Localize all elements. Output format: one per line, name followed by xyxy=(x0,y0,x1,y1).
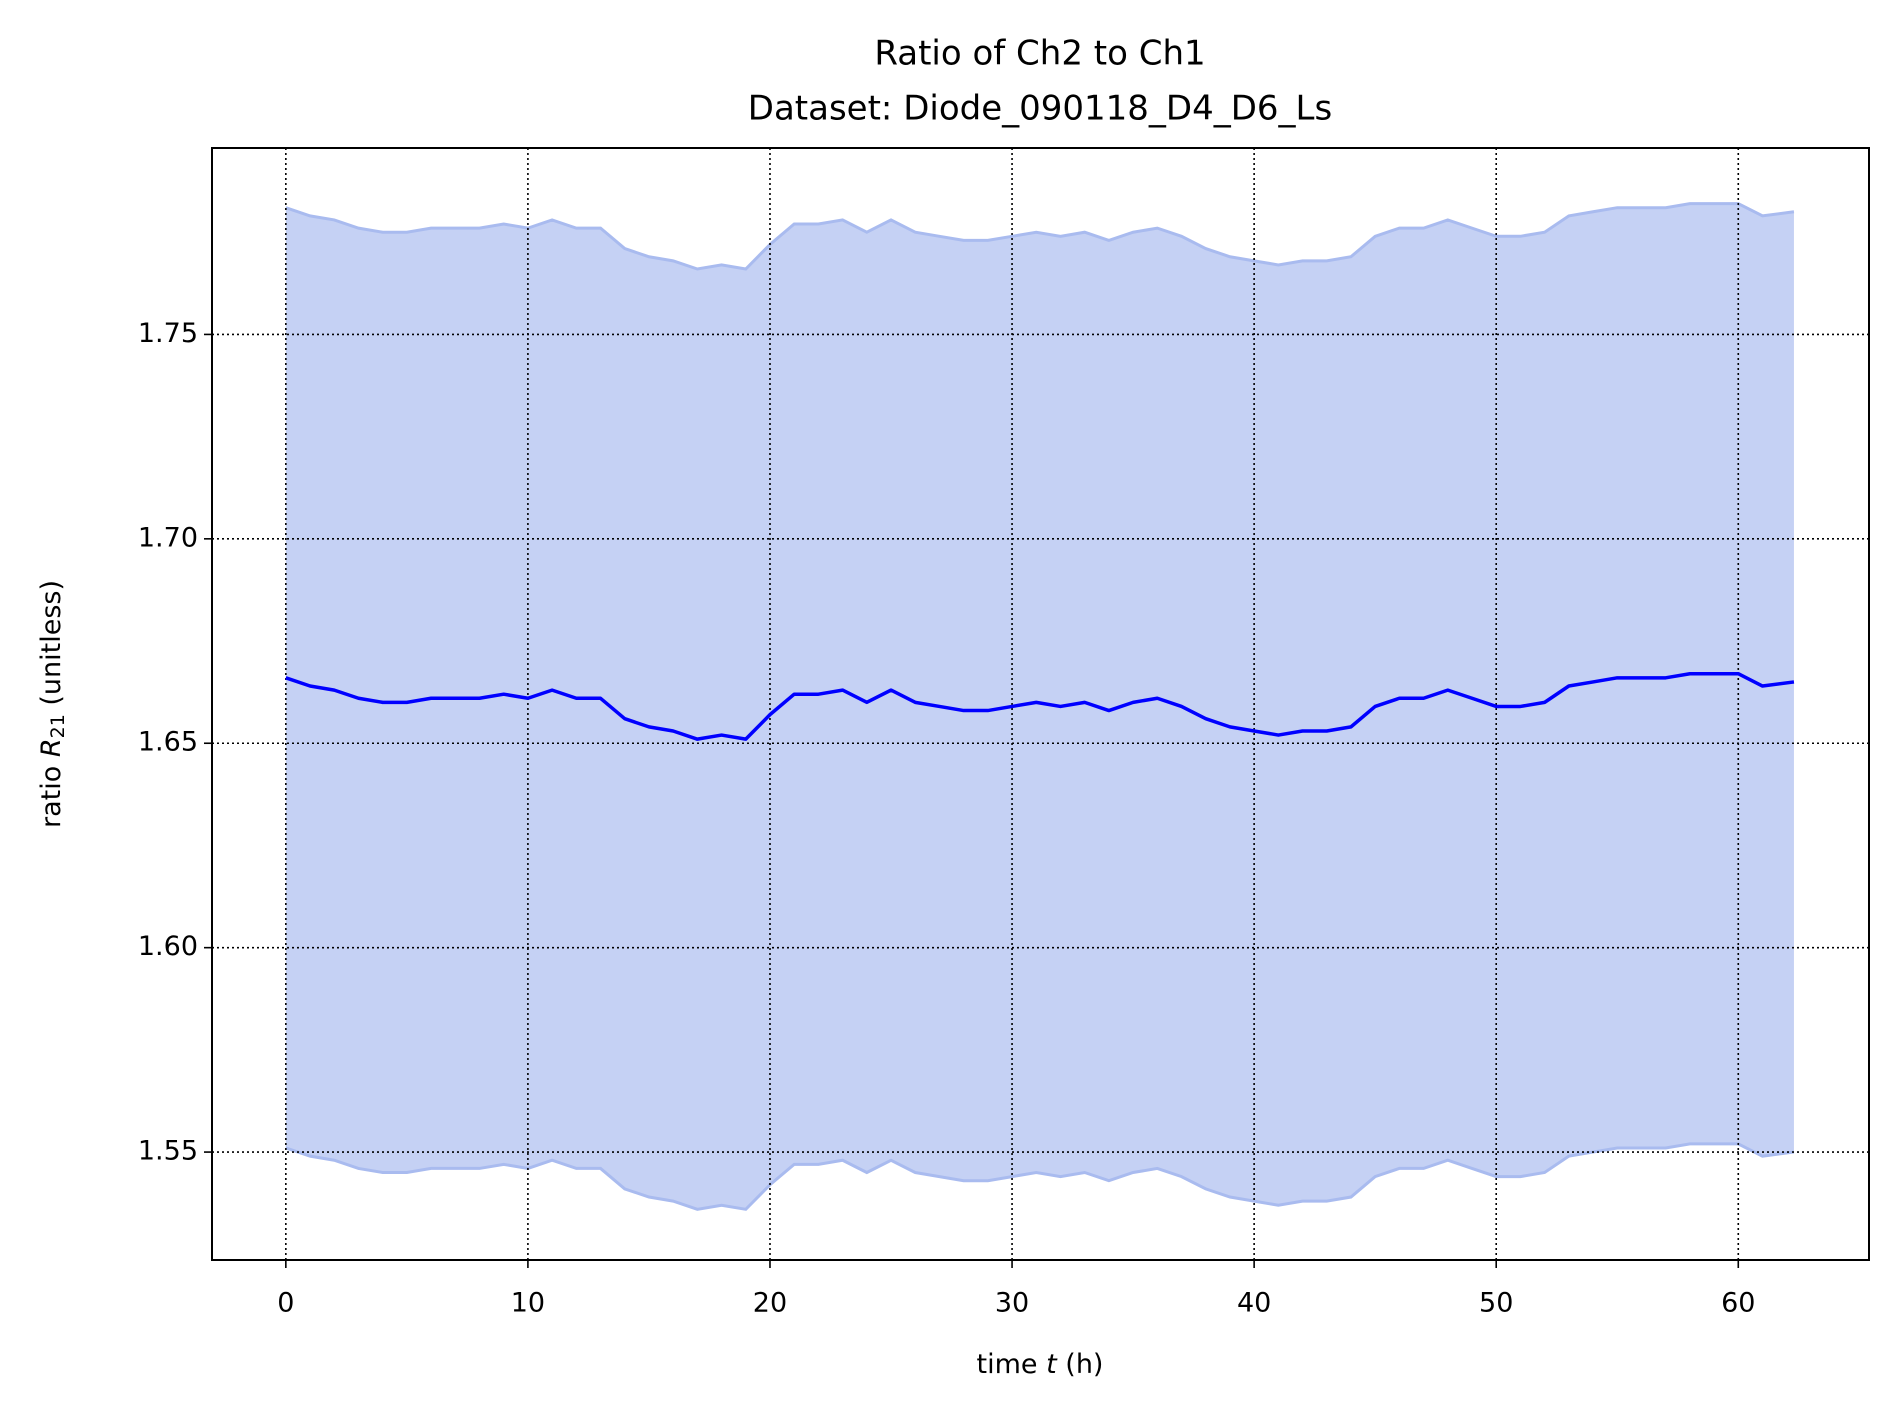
y-label-subscript: 21 xyxy=(47,714,69,738)
x-tick-label: 20 xyxy=(753,1288,787,1319)
x-tick-label: 40 xyxy=(1237,1288,1271,1319)
plot-area: 0 10 20 30 40 50 60 1.55 1.60 1.65 1.70 1.75 xyxy=(138,147,1870,1319)
band-edge xyxy=(285,202,1795,271)
x-tick-label: 30 xyxy=(995,1288,1029,1319)
y-tick-label: 1.75 xyxy=(138,318,198,349)
chart-title: Ratio of Ch2 to Ch1 xyxy=(874,34,1205,74)
x-axis-label: time t (h) xyxy=(977,1349,1104,1380)
x-tick-label: 60 xyxy=(1721,1288,1755,1319)
band-edge xyxy=(285,1142,1795,1211)
x-tick-label: 50 xyxy=(1479,1288,1513,1319)
data-line xyxy=(285,671,1795,741)
x-tick-label: 10 xyxy=(511,1288,545,1319)
y-label-text: (unitless) xyxy=(36,580,67,714)
y-tick-label: 1.55 xyxy=(138,1136,198,1167)
x-label-symbol: t xyxy=(1046,1349,1058,1380)
y-label-symbol: R xyxy=(36,738,67,757)
y-axis-label: ratio R21 (unitless) xyxy=(36,580,69,828)
y-tick-label: 1.60 xyxy=(138,931,198,962)
y-label-text: ratio xyxy=(36,757,67,828)
confidence-band xyxy=(285,203,1794,1210)
y-tick-label: 1.70 xyxy=(138,522,198,553)
x-tick-label: 0 xyxy=(277,1288,294,1319)
axes-frame xyxy=(211,147,1870,1261)
chart-subtitle: Dataset: Diode_090118_D4_D6_Ls xyxy=(748,89,1332,129)
x-label-text: time xyxy=(977,1349,1047,1380)
x-label-text: (h) xyxy=(1057,1349,1104,1380)
y-tick-label: 1.65 xyxy=(138,727,198,758)
